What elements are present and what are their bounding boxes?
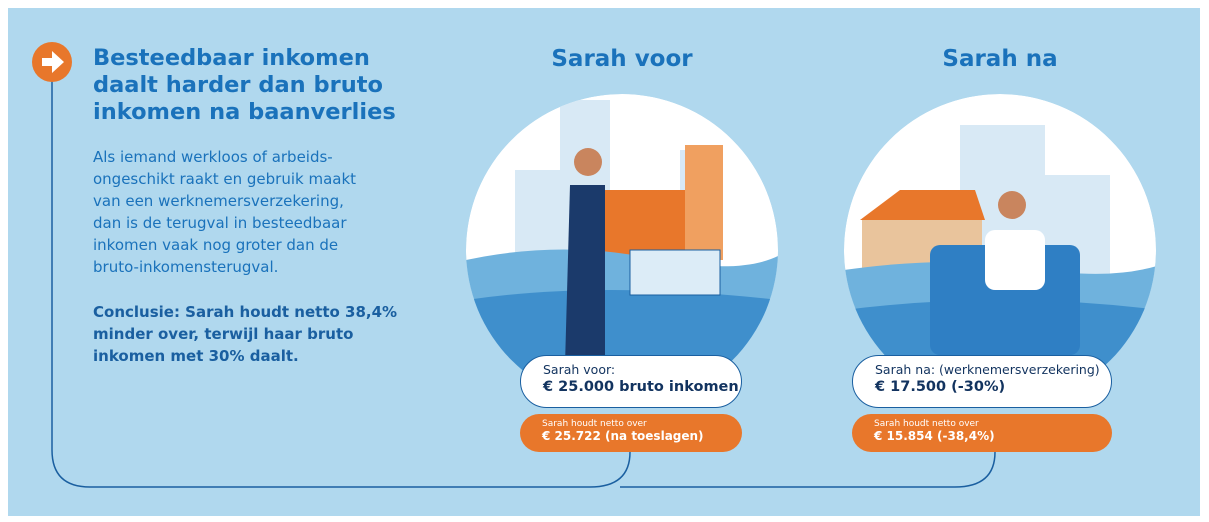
net-label: Sarah houdt netto over	[542, 419, 647, 429]
income-label: Sarah voor:	[543, 362, 616, 377]
income-amount: € 25.000 bruto inkomen	[543, 379, 739, 395]
title: Besteedbaar inkomen daalt harder dan bru…	[93, 45, 396, 126]
panel-title: Sarah voor	[551, 46, 693, 72]
connector-line	[620, 451, 996, 488]
title-line: Besteedbaar inkomen	[93, 45, 370, 71]
conclusion: Conclusie: Sarah houdt netto 38,4% minde…	[93, 301, 397, 367]
income-card: Sarah na: (werknemersverzekering) € 17.5…	[852, 355, 1112, 408]
scene-after	[844, 94, 1156, 406]
income-card: Sarah voor: € 25.000 bruto inkomen	[520, 355, 742, 408]
income-label: Sarah na: (werknemersverzekering)	[875, 362, 1100, 377]
net-label: Sarah houdt netto over	[874, 419, 979, 429]
intro-line: dan is de terugval in besteedbaar	[93, 214, 347, 232]
connector-line	[51, 80, 631, 488]
intro-line: ongeschikt raakt en gebruik maakt	[93, 170, 357, 188]
intro-line: van een werknemersverzekering,	[93, 192, 344, 210]
title-line: inkomen na baanverlies	[93, 99, 396, 125]
conclusion-line: inkomen met 30% daalt.	[93, 347, 299, 365]
net-amount: € 25.722 (na toeslagen)	[542, 429, 704, 443]
intro-line: bruto-inkomensterugval.	[93, 258, 279, 276]
arrow-glyph	[42, 51, 64, 73]
income-amount: € 17.500 (-30%)	[875, 379, 1006, 395]
intro-line: inkomen vaak nog groter dan de	[93, 236, 339, 254]
panel-title: Sarah na	[942, 46, 1058, 72]
intro: Als iemand werkloos of arbeids- ongeschi…	[93, 146, 356, 278]
conclusion-line: minder over, terwijl haar bruto	[93, 325, 354, 343]
title-line: daalt harder dan bruto	[93, 72, 383, 98]
net-card: Sarah houdt netto over € 25.722 (na toes…	[520, 414, 742, 452]
net-card: Sarah houdt netto over € 15.854 (-38,4%)	[852, 414, 1112, 452]
intro-line: Als iemand werkloos of arbeids-	[93, 148, 333, 166]
conclusion-line: Conclusie: Sarah houdt netto 38,4%	[93, 303, 398, 321]
net-amount: € 15.854 (-38,4%)	[874, 429, 995, 443]
